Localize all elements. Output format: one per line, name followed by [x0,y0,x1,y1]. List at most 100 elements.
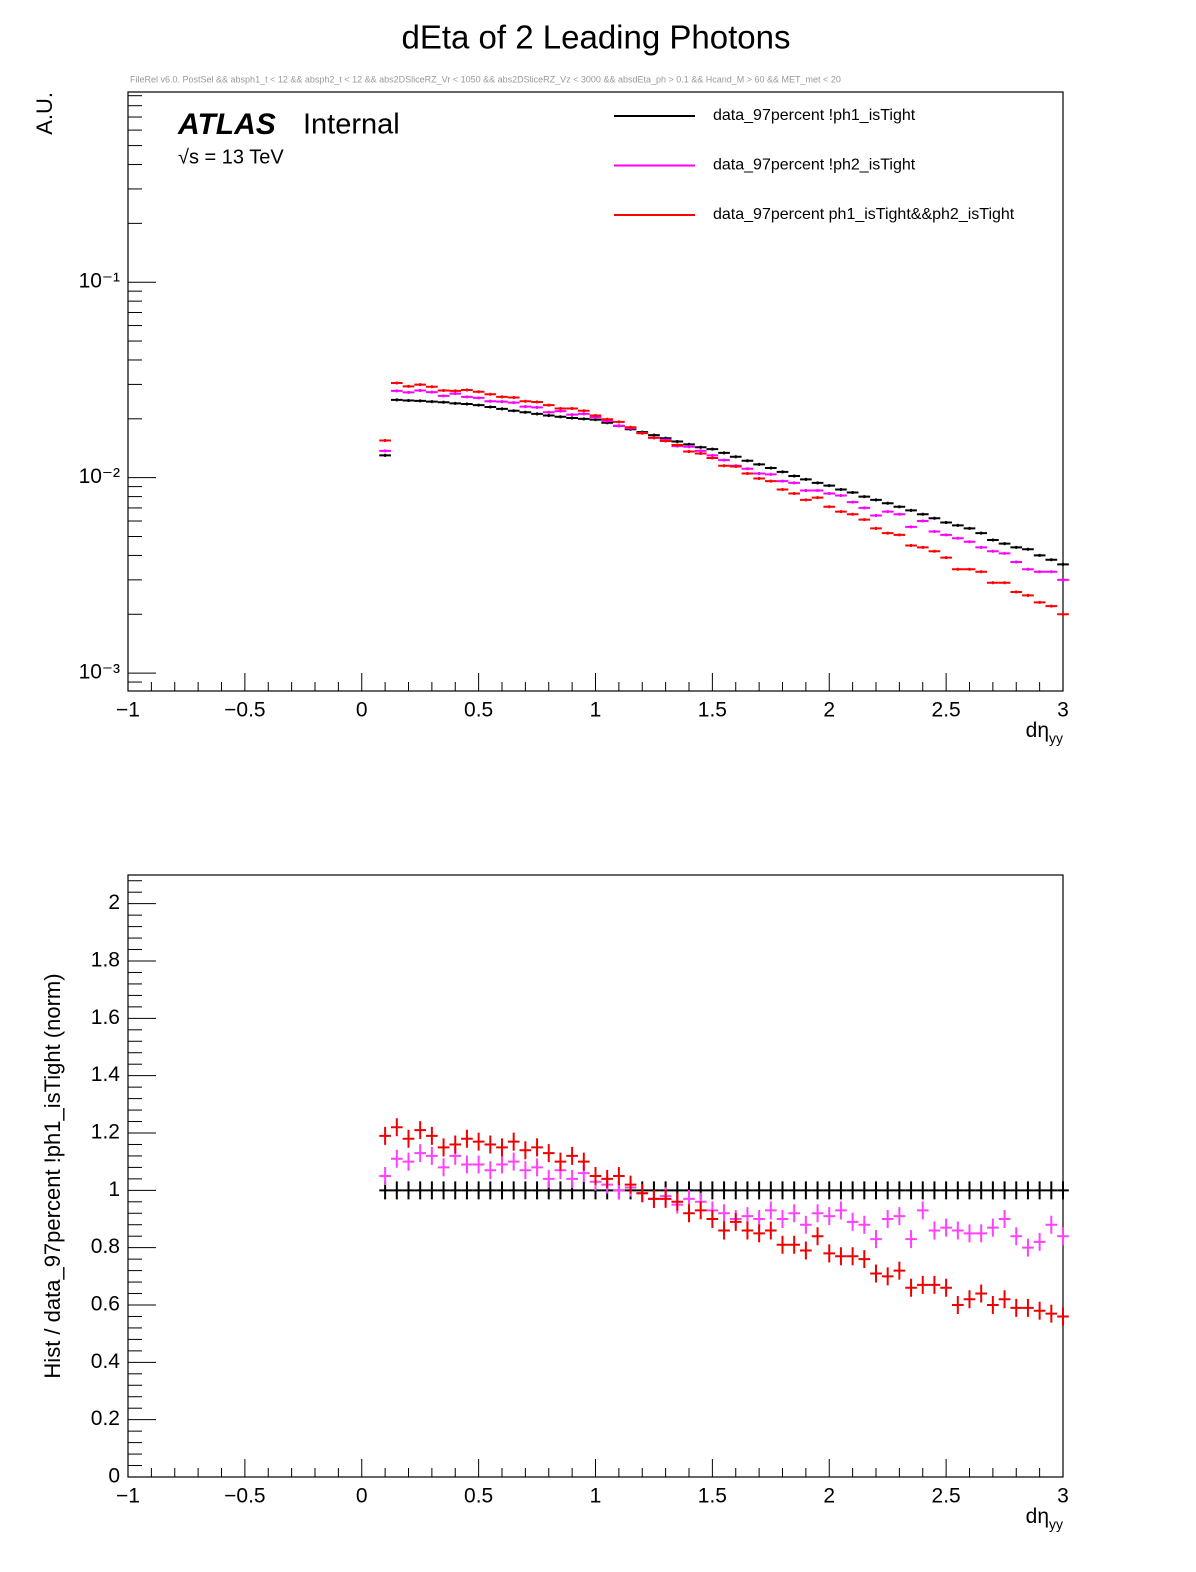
data-point [928,1221,941,1240]
data-point [916,1275,929,1294]
data-point [1045,570,1058,574]
data-point [858,1250,871,1269]
data-point [963,1224,976,1243]
x-axis-label: dηyy [1026,719,1063,746]
x-tick-label: −0.5 [224,699,265,722]
data-point [800,1215,812,1234]
data-point [531,405,543,409]
x-tick-label: −0.5 [224,1485,265,1508]
data-point [940,533,952,537]
data-point [764,479,777,483]
data-point [683,450,695,454]
data-point [542,413,555,417]
data-point [519,1181,532,1200]
data-point [764,1181,777,1200]
y-tick-label: 1 [108,1178,120,1201]
data-point [1022,1298,1034,1317]
data-point [800,477,812,481]
data-point [893,505,906,509]
data-point [554,406,567,410]
data-point [414,383,427,387]
x-tick-label: 3 [1057,699,1069,722]
data-point [542,403,555,407]
data-point [390,1118,403,1137]
data-point [718,464,730,468]
data-point [998,542,1011,546]
data-point [449,1181,462,1200]
data-point [379,1126,391,1145]
data-point [706,447,719,451]
data-point [648,1189,660,1208]
data-point [379,438,391,442]
data-point [811,1227,824,1246]
data-point [601,417,614,421]
data-point [519,405,532,409]
data-point [542,410,555,414]
y-tick-label: 10⁻³ [79,661,120,684]
data-point [881,1181,894,1200]
data-point [741,472,754,476]
data-point [566,413,578,417]
data-point [776,470,789,474]
data-point [729,455,742,459]
data-point [928,1181,941,1200]
data-point [1033,570,1046,574]
y-tick-label: 2 [108,891,120,914]
data-point [823,491,836,495]
data-point [975,1224,988,1243]
data-point [507,409,520,413]
data-point [472,1181,485,1200]
data-point [577,1181,590,1200]
data-point [951,523,964,527]
y-axis-label: A.U. [32,92,57,135]
data-point [402,399,415,403]
data-point [893,1181,906,1200]
data-point [390,381,403,385]
data-point [437,1138,450,1157]
data-point [402,390,415,394]
data-point [507,1152,520,1171]
data-point [753,462,765,466]
data-point [472,1132,485,1151]
data-point [426,400,438,404]
data-point [694,1201,707,1220]
data-point [1022,547,1034,551]
data-point [589,418,602,422]
data-point [1010,545,1023,549]
data-point [449,392,462,396]
data-point [823,1181,836,1200]
data-point [437,1158,450,1177]
data-point [577,417,590,421]
y-tick-label: 1.2 [91,1121,120,1144]
data-point [1010,1181,1023,1200]
data-point [846,1181,859,1200]
x-tick-label: 0 [356,1485,368,1508]
legend-label: data_97percent !ph2_isTight [713,157,916,174]
data-point [893,1207,906,1226]
data-point [683,445,695,449]
data-point [928,530,941,534]
data-point [426,390,438,394]
data-point [729,1181,742,1200]
data-point [741,1221,754,1240]
data-point [519,399,532,403]
atlas-status: Internal [303,109,400,141]
data-point [484,399,497,403]
data-point [542,1169,555,1188]
data-point [729,1212,742,1231]
y-tick-label: 1.4 [91,1063,121,1086]
data-point [390,1181,403,1200]
data-point [496,400,508,404]
data-point [846,500,859,504]
data-point [916,512,929,516]
data-point [554,409,567,413]
data-point [998,581,1011,585]
data-point [764,472,777,476]
data-point [601,1169,614,1188]
data-point [870,526,882,530]
y-tick-label: 0.4 [91,1350,121,1373]
data-point [846,490,859,494]
data-point [694,451,707,455]
data-point [846,1212,859,1231]
